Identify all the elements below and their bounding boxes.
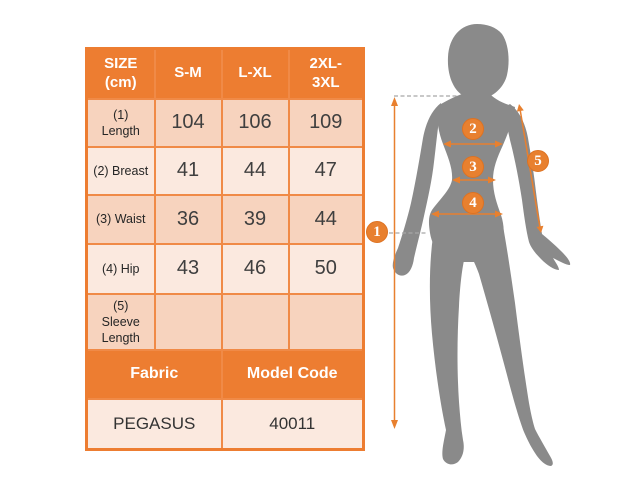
marker-1-length: 1 [366,221,388,243]
sleeve-2xl-3xl [287,292,365,351]
fabric-value: PEGASUS [85,397,223,451]
sleeve-arrowhead-top [516,104,524,112]
marker-2-breast: 2 [462,118,484,140]
header-s-m: S-M [153,47,223,100]
silhouette-head [447,24,509,103]
sleeve-arrowhead-bottom [536,225,544,233]
row-label-waist: (3) Waist [85,193,156,245]
length-l-xl: 106 [220,97,290,148]
header-l-xl: L-XL [220,47,290,100]
table-footer-header-row: Fabric Model Code [85,348,365,400]
sleeve-s-m [153,292,223,351]
dashed-guides [389,95,457,234]
marker-3-waist: 3 [462,156,484,178]
hip-2xl-3xl: 50 [287,242,365,295]
row-label-breast: (2) Breast [85,145,156,196]
table-row-length: (1) Length 104 106 109 [85,97,365,148]
fabric-header: Fabric [85,348,223,400]
model-code-value: 40011 [220,397,365,451]
silhouette-right-arm [505,104,571,270]
size-chart-table: SIZE (cm) S-M L-XL 2XL- 3XL (1) Length 1… [85,47,365,451]
sleeve-l-xl [220,292,290,351]
header-2xl-line1: 2XL- [309,55,342,72]
row-label-sleeve: (5) Sleeve Length [85,292,156,351]
table-footer-value-row: PEGASUS 40011 [85,397,365,451]
breast-2xl-3xl: 47 [287,145,365,196]
hip-arrowhead-right [495,210,503,218]
breast-arrowhead-right [495,140,503,148]
header-size-line1: SIZE [104,55,138,72]
length-arrowhead-top [391,97,398,106]
silhouette-right-leg [470,226,553,466]
hip-s-m: 43 [153,242,223,295]
silhouette-left-leg [429,236,465,465]
table-header-row: SIZE (cm) S-M L-XL 2XL- 3XL [85,47,365,100]
marker-5-sleeve: 5 [527,150,549,172]
table-row-breast: (2) Breast 41 44 47 [85,145,365,196]
length-s-m: 104 [153,97,223,148]
model-code-header: Model Code [220,348,365,400]
waist-l-xl: 39 [220,193,290,245]
waist-arrowhead-right [488,176,496,184]
breast-arrowhead-left [443,140,451,148]
length-2xl-3xl: 109 [287,97,365,148]
waist-arrowhead-left [452,176,460,184]
length-arrowhead-bottom [391,420,398,429]
woman-silhouette [392,24,571,466]
table-row-hip: (4) Hip 43 46 50 [85,242,365,295]
header-size-line2: (cm) [104,73,137,91]
hip-l-xl: 46 [220,242,290,295]
header-2xl-line2: 3XL [311,73,340,91]
header-2xl-3xl: 2XL- 3XL [287,47,365,100]
breast-s-m: 41 [153,145,223,196]
table-row-waist: (3) Waist 36 39 44 [85,193,365,245]
waist-2xl-3xl: 44 [287,193,365,245]
hip-arrowhead-left [431,210,439,218]
row-label-length: (1) Length [85,97,156,148]
marker-4-hip: 4 [462,192,484,214]
breast-l-xl: 44 [220,145,290,196]
waist-s-m: 36 [153,193,223,245]
row-label-hip: (4) Hip [85,242,156,295]
table-row-sleeve: (5) Sleeve Length [85,292,365,351]
header-size-cm: SIZE (cm) [85,47,156,100]
